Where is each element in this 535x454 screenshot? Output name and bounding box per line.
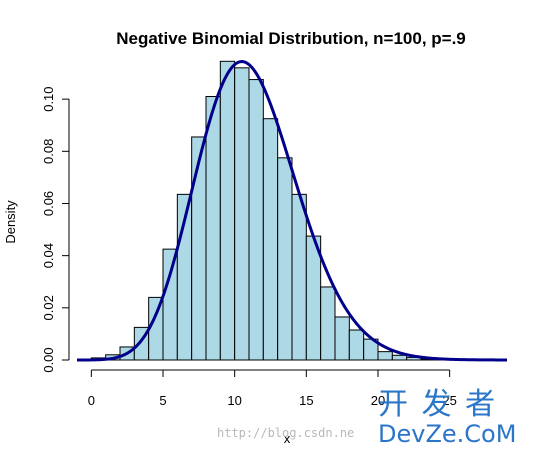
- histogram-bar: [391, 354, 408, 361]
- histogram-bars: [90, 60, 451, 361]
- x-axis-label: x: [284, 431, 291, 446]
- histogram-bar: [205, 96, 221, 361]
- y-axis-label: Density: [3, 200, 18, 244]
- chart-title: Negative Binomial Distribution, n=100, p…: [116, 29, 466, 48]
- histogram-bar: [334, 316, 350, 361]
- y-axis: 0.00 0.02 0.04 0.06 0.08 0.10: [41, 86, 70, 373]
- histogram-bar: [277, 157, 293, 361]
- histogram-bar: [219, 60, 236, 361]
- x-tick-label: 15: [299, 393, 313, 408]
- x-axis: 0 5 10 15 20 25: [88, 369, 457, 408]
- density-curve: [76, 60, 508, 362]
- y-tick-label: 0.06: [41, 191, 56, 216]
- histogram-bar: [162, 248, 178, 361]
- histogram-bar: [348, 329, 365, 361]
- y-tick-label: 0.04: [41, 243, 56, 268]
- watermark-logo-top: 开 发 者: [378, 387, 497, 422]
- x-tick-label: 20: [371, 393, 385, 408]
- histogram-bar: [320, 286, 336, 361]
- histogram-bar: [291, 193, 307, 361]
- x-tick-label: 0: [88, 393, 95, 408]
- y-tick-label: 0.10: [41, 86, 56, 111]
- y-tick-label: 0.02: [41, 295, 56, 320]
- histogram-bar: [248, 79, 264, 361]
- watermark-logo-bottom: DevZe.CoM: [378, 420, 516, 448]
- y-tick-label: 0.08: [41, 139, 56, 164]
- x-tick-label: 10: [227, 393, 241, 408]
- histogram-bar: [148, 296, 164, 361]
- histogram-bar: [377, 351, 393, 361]
- histogram-bar: [234, 67, 250, 361]
- watermark-url: http://blog.csdn.ne: [217, 426, 354, 440]
- y-tick-label: 0.00: [41, 347, 56, 372]
- density-curve-layer: [76, 60, 508, 362]
- watermark: http://blog.csdn.ne 开 发 者 DevZe.CoM: [217, 387, 516, 448]
- x-tick-label: 25: [442, 393, 456, 408]
- histogram-bar: [191, 136, 207, 361]
- x-tick-label: 5: [159, 393, 166, 408]
- histogram-bar: [262, 118, 279, 361]
